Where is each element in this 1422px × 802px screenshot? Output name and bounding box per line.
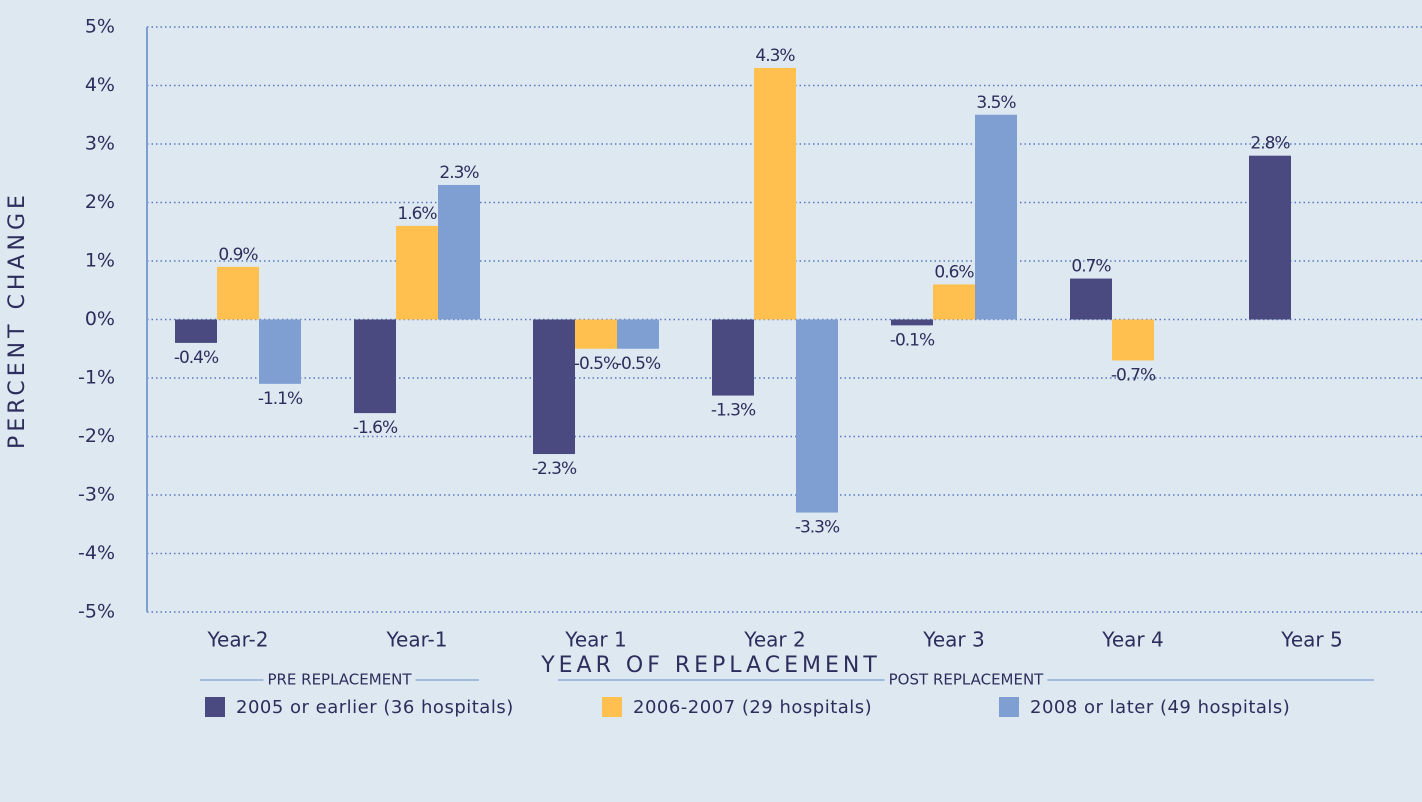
y-tick-label: -2%: [78, 425, 115, 447]
legend-label: 2006-2007 (29 hospitals): [633, 697, 872, 718]
value-label: 4.3%: [755, 46, 795, 66]
value-label: -1.3%: [711, 401, 756, 421]
bar: [754, 67, 796, 320]
value-label: 0.9%: [218, 245, 258, 265]
value-label: -0.5%: [574, 354, 619, 374]
bar: [933, 284, 975, 320]
group-label: PRE REPLACEMENT: [267, 671, 412, 689]
bar: [217, 266, 259, 320]
y-tick-label: -3%: [78, 484, 115, 506]
y-tick-label: 3%: [85, 133, 115, 155]
x-tick-label: Year 2: [743, 628, 805, 652]
x-tick-label: Year 1: [564, 628, 626, 652]
group-label: POST REPLACEMENT: [889, 671, 1045, 689]
x-tick-label: Year-2: [206, 628, 268, 652]
value-label: -2.3%: [532, 459, 577, 479]
value-label: -0.1%: [890, 330, 935, 350]
y-tick-label: -1%: [78, 367, 115, 389]
value-label: 3.5%: [976, 93, 1016, 113]
legend-swatch: [205, 697, 225, 717]
value-label: -0.5%: [616, 354, 661, 374]
y-tick-label: 4%: [85, 74, 115, 96]
bar: [575, 319, 617, 349]
x-tick-label: Year 5: [1280, 628, 1342, 652]
x-tick-label: Year-1: [385, 628, 447, 652]
x-tick-label: Year 4: [1101, 628, 1163, 652]
bar: [1249, 155, 1291, 320]
y-tick-label: 2%: [85, 191, 115, 213]
legend-swatch: [602, 697, 622, 717]
value-label: -1.6%: [353, 418, 398, 438]
value-label: -0.7%: [1111, 365, 1156, 385]
legend-label: 2005 or earlier (36 hospitals): [236, 697, 514, 718]
bar: [796, 319, 838, 513]
y-tick-label: -4%: [78, 542, 115, 564]
value-label: 0.7%: [1071, 257, 1111, 277]
bar: [259, 319, 301, 384]
value-label: 0.6%: [934, 262, 974, 282]
y-tick-label: -5%: [78, 601, 115, 623]
bar: [617, 319, 659, 349]
y-axis-title: PERCENT CHANGE: [5, 191, 30, 449]
bar: [175, 319, 217, 343]
value-label: -1.1%: [258, 389, 303, 409]
y-tick-label: 5%: [85, 16, 115, 38]
x-tick-label: Year 3: [922, 628, 984, 652]
bar: [1070, 278, 1112, 320]
legend-label: 2008 or later (49 hospitals): [1030, 697, 1290, 718]
value-label: -3.3%: [795, 518, 840, 538]
bar: [354, 319, 396, 414]
value-label: -0.4%: [174, 348, 219, 368]
bar: [891, 319, 933, 326]
bar: [396, 225, 438, 320]
bar: [1112, 319, 1154, 361]
bar: [975, 114, 1017, 320]
y-tick-label: 0%: [85, 308, 115, 330]
value-label: 2.3%: [439, 163, 479, 183]
x-axis-title: YEAR OF REPLACEMENT: [540, 653, 881, 678]
bar: [533, 319, 575, 455]
value-label: 1.6%: [397, 204, 437, 224]
bar: [438, 184, 480, 320]
bar: [712, 319, 754, 396]
legend-swatch: [999, 697, 1019, 717]
y-tick-label: 1%: [85, 250, 115, 272]
value-label: 2.8%: [1250, 134, 1290, 154]
